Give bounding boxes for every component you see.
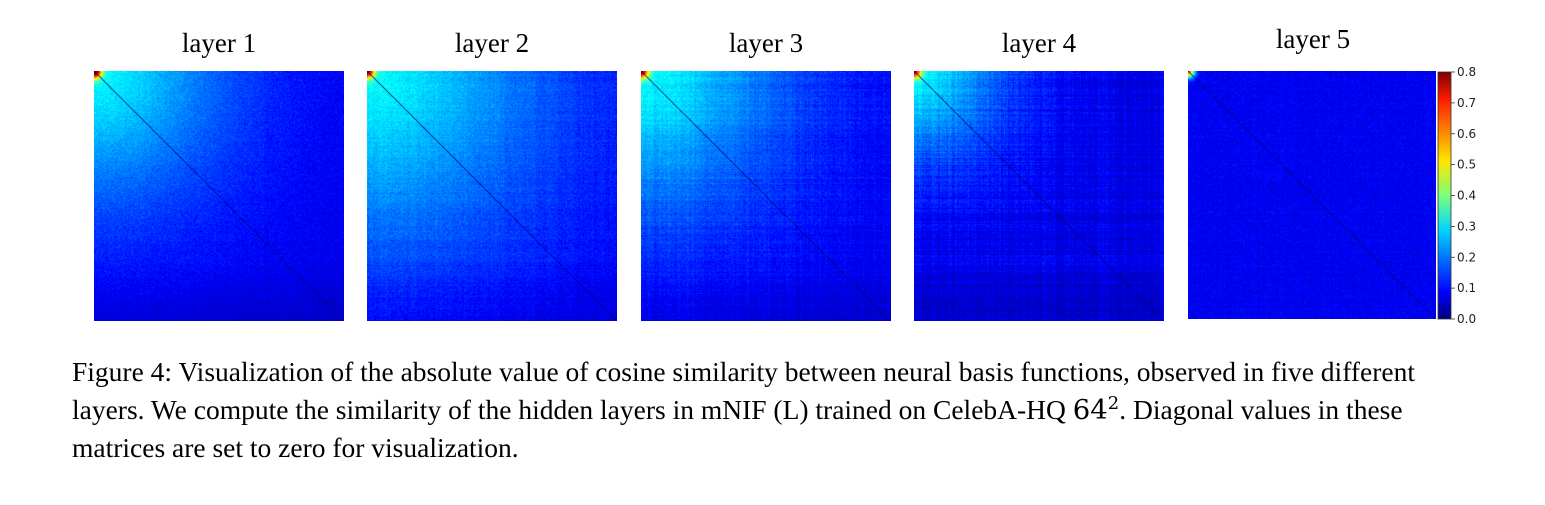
similarity-matrix-layer-3 xyxy=(641,71,891,321)
colorbar-tick-label: 0.0 xyxy=(1457,312,1476,326)
similarity-matrix-layer-4 xyxy=(914,71,1164,321)
panel-title-layer-2: layer 2 xyxy=(454,28,530,58)
colorbar-tick-label: 0.3 xyxy=(1457,219,1476,233)
similarity-matrix-layer-2 xyxy=(367,71,617,321)
colorbar-tick-label: 0.5 xyxy=(1457,158,1476,172)
panel-title-layer-1: layer 1 xyxy=(181,28,257,58)
colorbar-tick-label: 0.6 xyxy=(1457,127,1476,141)
caption-math-sup: 2 xyxy=(1107,392,1120,414)
colorbar-tick-label: 0.1 xyxy=(1457,281,1476,295)
similarity-matrix-layer-5 xyxy=(1188,71,1436,319)
colorbar-tick-label: 0.2 xyxy=(1457,250,1476,264)
figure-caption: Figure 4: Visualization of the absolute … xyxy=(72,353,1492,467)
colorbar-gradient xyxy=(1437,71,1452,320)
caption-math-base: 64 xyxy=(1072,394,1108,426)
colorbar-tick-label: 0.4 xyxy=(1457,189,1476,203)
caption-text-1: Visualization of the absolute value of c… xyxy=(72,356,1415,425)
colorbar: 0.8 0.7 0.6 0.5 0.4 0.3 0.2 0.1 0.0 xyxy=(1437,65,1476,326)
panel-title-layer-3: layer 3 xyxy=(728,28,804,58)
panel-title-layer-4: layer 4 xyxy=(1001,28,1077,58)
similarity-matrix-layer-1 xyxy=(94,71,344,321)
caption-math: 642 xyxy=(1073,394,1119,426)
figure: layer 1 layer 2 layer 3 layer 4 layer 5 … xyxy=(94,24,1476,326)
caption-text-2: . Diagonal values in these matrices are … xyxy=(72,394,1403,463)
panel-title-layer-5: layer 5 xyxy=(1275,24,1351,54)
caption-label: Figure 4: xyxy=(72,356,173,387)
colorbar-tick-label: 0.8 xyxy=(1457,65,1476,79)
colorbar-tick-label: 0.7 xyxy=(1457,96,1476,110)
